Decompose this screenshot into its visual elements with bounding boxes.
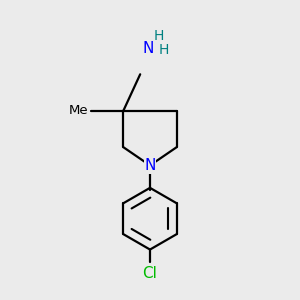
Text: N: N [144,158,156,173]
Text: Me: Me [69,104,89,117]
Text: H: H [159,43,169,57]
Text: H: H [154,29,164,44]
Text: N: N [143,41,154,56]
Text: Cl: Cl [142,266,158,281]
